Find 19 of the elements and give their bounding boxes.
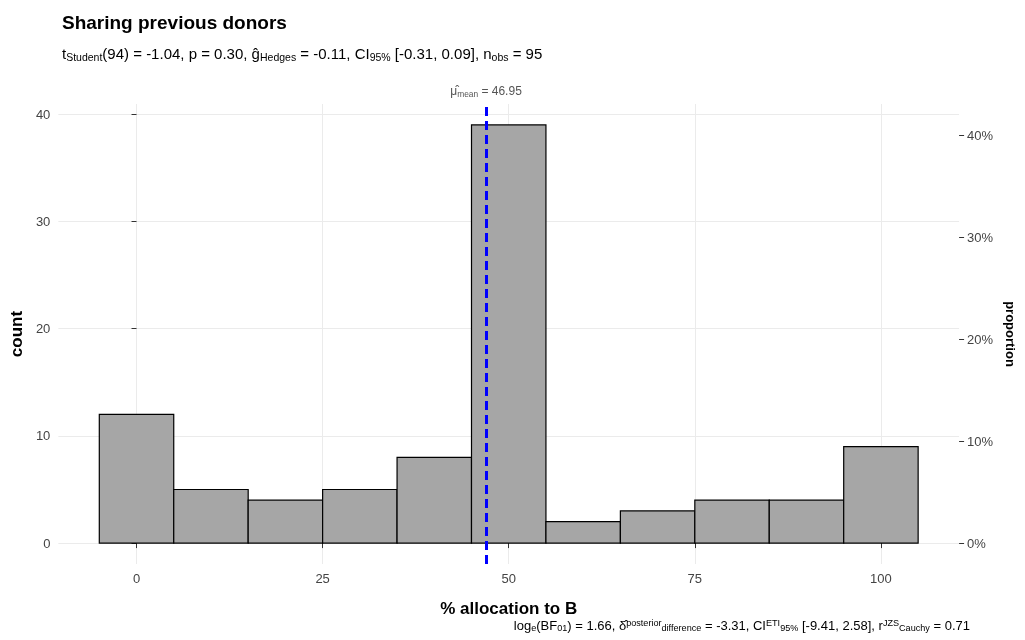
x-tick-label: 75 (687, 571, 703, 586)
y2-tick-label: 20% (967, 331, 994, 347)
y-tick-label: 40 (35, 106, 51, 122)
y-tick-label: 30 (35, 213, 51, 229)
y-tick-label: 20 (35, 321, 51, 337)
x-axis-title: % allocation to B (440, 599, 578, 618)
x-tick-label: 50 (501, 571, 516, 586)
x-tick-label: 100 (870, 571, 892, 586)
y2-axis-title: proportion (1003, 301, 1018, 367)
y2-tick-label: 30% (967, 229, 994, 245)
y-tick-label: 0 (43, 535, 51, 551)
x-tick-label: 25 (315, 571, 330, 586)
y2-tick-label: 10% (967, 433, 994, 449)
x-tick-label: 0 (132, 571, 141, 586)
y2-tick-label: 40% (967, 128, 994, 144)
y-tick-label: 10 (35, 428, 51, 444)
chart-title: Sharing previous donors (62, 12, 287, 33)
y2-tick-label: 0% (967, 535, 987, 551)
y-axis-title: count (7, 310, 26, 358)
